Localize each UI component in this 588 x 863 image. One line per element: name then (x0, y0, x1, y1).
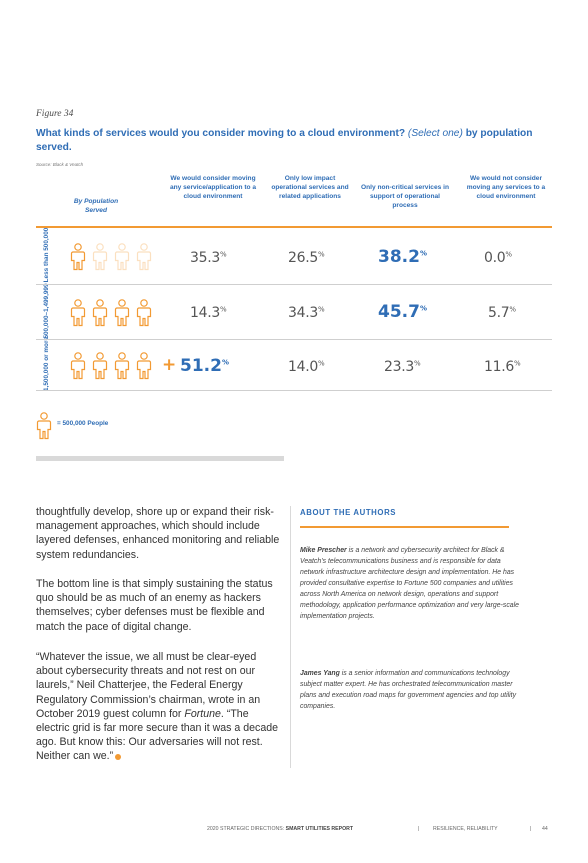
plus-sign: + (162, 355, 177, 375)
page-number: 44 (542, 826, 548, 832)
figure-bottom-bar (36, 456, 284, 461)
value-cell: 34.3% (288, 305, 325, 321)
row-label-2: 500,000–1,499,999 (43, 283, 50, 339)
population-icons-row-1 (70, 243, 158, 276)
value-cell: 5.7% (488, 305, 516, 321)
row-divider (36, 390, 552, 391)
column-divider (290, 506, 291, 768)
value-cell: 11.6% (484, 359, 521, 375)
value-cell: 35.3% (190, 250, 227, 266)
author-bio-1: Mike Prescher is a network and cybersecu… (300, 547, 519, 620)
person-icon (70, 243, 86, 271)
population-icons-row-3 (70, 352, 158, 385)
person-icon (92, 243, 108, 271)
figure-source: Source: Black & Veatch (36, 162, 84, 167)
body-paragraph-1: thoughtfully develop, shore up or expand… (36, 506, 280, 561)
person-icon (36, 412, 58, 445)
row-label-3: 1,500,000 or more (43, 337, 50, 391)
figure-label: Figure 34 (36, 109, 74, 119)
person-icon (70, 299, 86, 327)
author-bio-2: James Yang is a senior information and c… (300, 670, 517, 710)
column-header-1: We would consider moving any service/app… (169, 175, 257, 200)
value-cell: 26.5% (288, 250, 325, 266)
population-icons-row-2 (70, 299, 158, 332)
footer-report: 2020 STRATEGIC DIRECTIONS: SMART UTILITI… (207, 826, 354, 832)
body-paragraph-3: “Whatever the issue, we all must be clea… (36, 651, 279, 763)
row-header: By Population Served (73, 198, 119, 214)
end-mark-icon (115, 753, 122, 760)
table-header-rule (36, 226, 552, 228)
column-header-2: Only low impact operational services and… (271, 175, 349, 200)
figure-title: What kinds of services would you conside… (36, 127, 556, 155)
value-cell-highlight: 38.2% (378, 247, 427, 267)
person-icon (70, 352, 86, 380)
about-authors-rule (300, 526, 509, 528)
person-icon (136, 299, 152, 327)
value-cell: 14.0% (288, 359, 325, 375)
value-cell: 0.0% (484, 250, 512, 266)
person-icon (92, 352, 108, 380)
legend-label: = 500,000 People (57, 420, 109, 427)
person-icon (114, 243, 130, 271)
person-icon (114, 352, 130, 380)
column-header-3: Only non-critical services in support of… (361, 184, 449, 209)
footer-separator: | (418, 826, 420, 832)
footer-separator: | (530, 826, 532, 832)
row-divider (36, 339, 552, 340)
person-icon (136, 352, 152, 380)
value-cell-highlight: 51.2% (180, 356, 229, 376)
column-header-4: We would not consider moving any service… (466, 175, 546, 200)
person-icon (114, 299, 130, 327)
figure-title-italic: (Select one) (407, 128, 463, 139)
row-divider (36, 284, 552, 285)
about-authors-title: ABOUT THE AUTHORS (300, 508, 397, 517)
figure-title-tail: by population served. (36, 128, 533, 153)
row-label-1: Less than 500,000 (43, 227, 50, 283)
value-cell: 14.3% (190, 305, 227, 321)
footer-section: RESILIENCE, RELIABILITY (433, 826, 498, 832)
value-cell: 23.3% (384, 359, 421, 375)
value-cell-highlight: 45.7% (378, 302, 427, 322)
figure-title-main: What kinds of services would you conside… (36, 128, 406, 139)
body-paragraph-2: The bottom line is that simply sustainin… (36, 578, 273, 633)
person-icon (92, 299, 108, 327)
person-icon (136, 243, 152, 271)
